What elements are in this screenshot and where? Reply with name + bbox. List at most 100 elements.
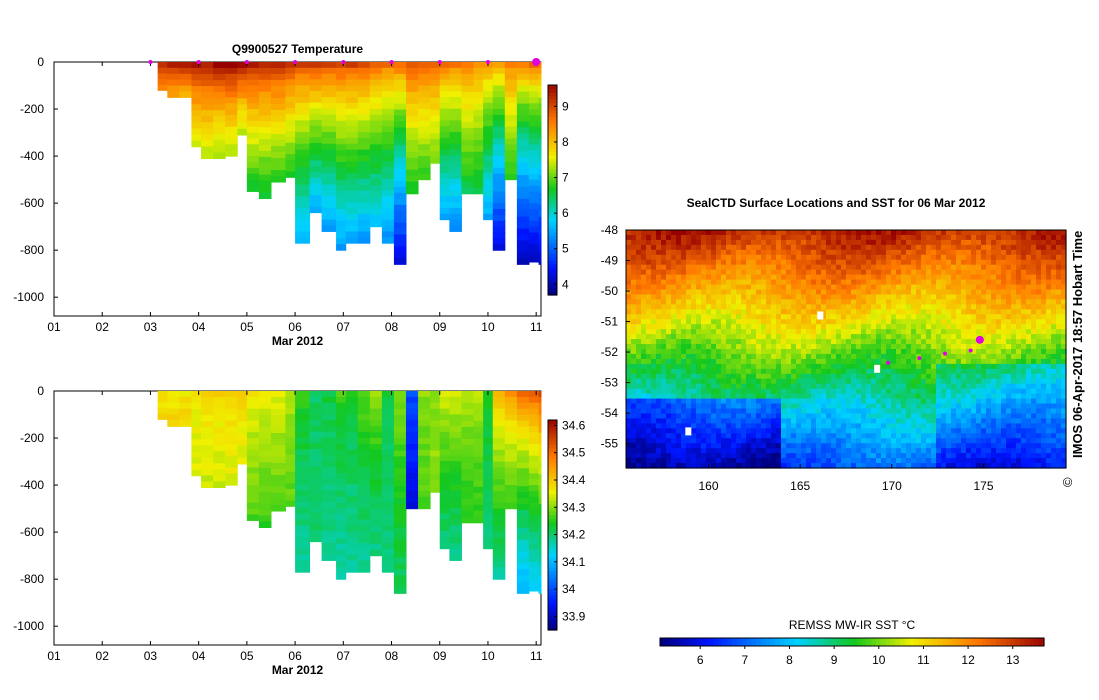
sst-cell — [766, 349, 772, 355]
sst-cell — [961, 363, 967, 370]
data-cell — [492, 144, 506, 151]
sst-cell — [811, 314, 817, 320]
sst-cell — [981, 294, 987, 301]
sst-cell — [861, 254, 867, 261]
sst-cell — [971, 344, 977, 350]
sst-cell — [681, 309, 687, 315]
data-cell — [336, 537, 347, 545]
data-cell — [357, 167, 371, 174]
sst-cell — [791, 334, 797, 340]
sst-cell — [886, 368, 892, 375]
sst-cell — [931, 324, 937, 330]
sst-cell — [691, 393, 697, 400]
data-cell — [369, 485, 383, 492]
sst-cell — [916, 230, 922, 236]
sst-cell — [971, 294, 977, 301]
sst-cell — [1051, 353, 1057, 360]
data-cell — [483, 196, 494, 203]
sst-cell — [756, 259, 762, 266]
data-cell — [336, 185, 347, 192]
sst-cell — [626, 363, 632, 370]
sst-cell — [981, 230, 987, 236]
sst-cell — [926, 234, 932, 241]
sst-cell — [626, 249, 632, 256]
data-cell — [191, 86, 202, 93]
data-cell — [393, 498, 407, 505]
sst-cell — [896, 239, 902, 246]
sst-cell — [761, 324, 767, 330]
data-cell — [191, 469, 202, 477]
data-cell — [258, 462, 272, 469]
sst-cell — [1051, 368, 1057, 375]
data-cell — [483, 143, 494, 151]
sst-cell — [731, 304, 737, 310]
data-cell — [246, 67, 260, 75]
sst-cell — [1011, 383, 1017, 390]
sst-cell — [821, 279, 827, 286]
sst-cell — [696, 339, 702, 345]
sst-cell — [1041, 363, 1047, 370]
data-cell — [157, 73, 168, 80]
sst-cell — [896, 264, 902, 271]
sst-cell — [741, 259, 747, 266]
data-cell — [439, 202, 450, 209]
sst-cell — [1021, 230, 1027, 236]
sst-cell — [836, 284, 842, 291]
sst-cell — [851, 398, 857, 405]
data-cell — [538, 145, 542, 152]
data-cell — [191, 433, 202, 440]
sst-cell — [996, 239, 1002, 246]
data-cell — [538, 85, 542, 93]
sst-cell — [966, 230, 972, 236]
sst-cell — [871, 299, 877, 305]
colorbar-segment — [548, 612, 557, 617]
data-cell — [246, 150, 260, 157]
data-cell — [213, 397, 226, 404]
data-cell — [336, 62, 347, 69]
sst-cell — [716, 254, 722, 261]
sst-cell — [701, 329, 707, 335]
data-cell — [492, 97, 506, 104]
sst-cell — [716, 363, 722, 370]
sst-cell — [711, 334, 717, 340]
sst-cell — [871, 289, 877, 296]
data-cell — [492, 120, 506, 128]
sst-cell — [1026, 329, 1032, 335]
data-cell — [295, 108, 311, 116]
sst-cell — [756, 284, 762, 291]
sst-cell — [1016, 299, 1022, 305]
sst-cell — [891, 378, 897, 385]
sst-cell — [891, 393, 897, 400]
sst-cell — [866, 358, 872, 365]
sst-cell — [741, 334, 747, 340]
data-cell — [461, 79, 474, 87]
sst-cell — [1036, 368, 1042, 375]
data-cell — [430, 139, 441, 146]
sst-cell — [886, 363, 892, 370]
sst-cell — [836, 344, 842, 350]
data-cell — [538, 533, 542, 541]
sst-cell — [701, 249, 707, 256]
sst-cell — [996, 284, 1002, 291]
sst-cell — [881, 269, 887, 276]
data-cell — [309, 431, 323, 438]
sst-cell — [1001, 349, 1007, 355]
data-cell — [201, 68, 214, 75]
sst-cell — [811, 329, 817, 335]
sst-cell — [986, 274, 992, 281]
sst-cell — [801, 259, 807, 266]
data-cell — [270, 462, 286, 470]
data-cell — [369, 109, 383, 116]
sst-cell — [996, 349, 1002, 355]
data-cell — [483, 213, 494, 221]
data-cell — [405, 79, 419, 87]
data-cell — [538, 222, 542, 230]
sst-cell — [911, 249, 917, 256]
sst-cell — [746, 368, 752, 375]
sst-cell — [921, 373, 927, 380]
data-cell — [321, 108, 337, 116]
data-cell — [225, 402, 238, 410]
sst-cell — [671, 314, 677, 320]
data-cell — [321, 178, 337, 186]
data-cell — [538, 402, 542, 410]
